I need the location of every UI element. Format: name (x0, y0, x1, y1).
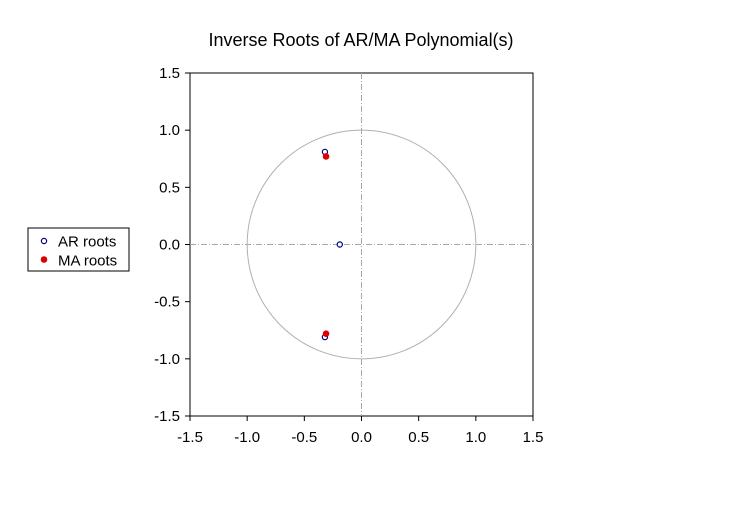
y-tick-label: -0.5 (154, 294, 180, 311)
marks (321, 148, 343, 341)
x-tick-label: 1.0 (465, 429, 486, 446)
x-tick-label: 0.0 (351, 429, 372, 446)
x-tick-label: -1.0 (234, 429, 260, 446)
x-axis: -1.5 -1.0 -0.5 0.0 0.5 1.0 1.5 (177, 416, 543, 446)
y-tick-label: 0.5 (159, 179, 180, 196)
y-axis: -1.5 -1.0 -0.5 0.0 0.5 1.0 1.5 (154, 65, 190, 425)
x-tick-label: 0.5 (408, 429, 429, 446)
y-tick-label: -1.5 (154, 408, 180, 425)
plot-area (189, 72, 534, 417)
legend-ma-label: MA roots (58, 253, 117, 270)
x-tick-label: -1.5 (177, 429, 203, 446)
ma-root-point (322, 330, 330, 337)
x-tick-label: -0.5 (291, 429, 317, 446)
ma-root-point (322, 153, 330, 160)
legend-ar-label: AR roots (58, 234, 116, 251)
unit-circle (246, 129, 477, 360)
x-tick-label: 1.5 (523, 429, 544, 446)
legend: AR roots MA roots (27, 227, 130, 272)
y-tick-label: 1.5 (159, 65, 180, 82)
y-tick-label: -1.0 (154, 351, 180, 368)
y-tick-label: 1.0 (159, 122, 180, 139)
legend-ma-marker (40, 256, 48, 263)
chart-title: Inverse Roots of AR/MA Polynomial(s) (208, 30, 513, 50)
legend-ar-marker (40, 237, 48, 245)
y-tick-label: 0.0 (159, 237, 180, 254)
zero-lines (190, 73, 533, 416)
ar-root-point (336, 241, 343, 248)
legend-box (27, 227, 130, 272)
